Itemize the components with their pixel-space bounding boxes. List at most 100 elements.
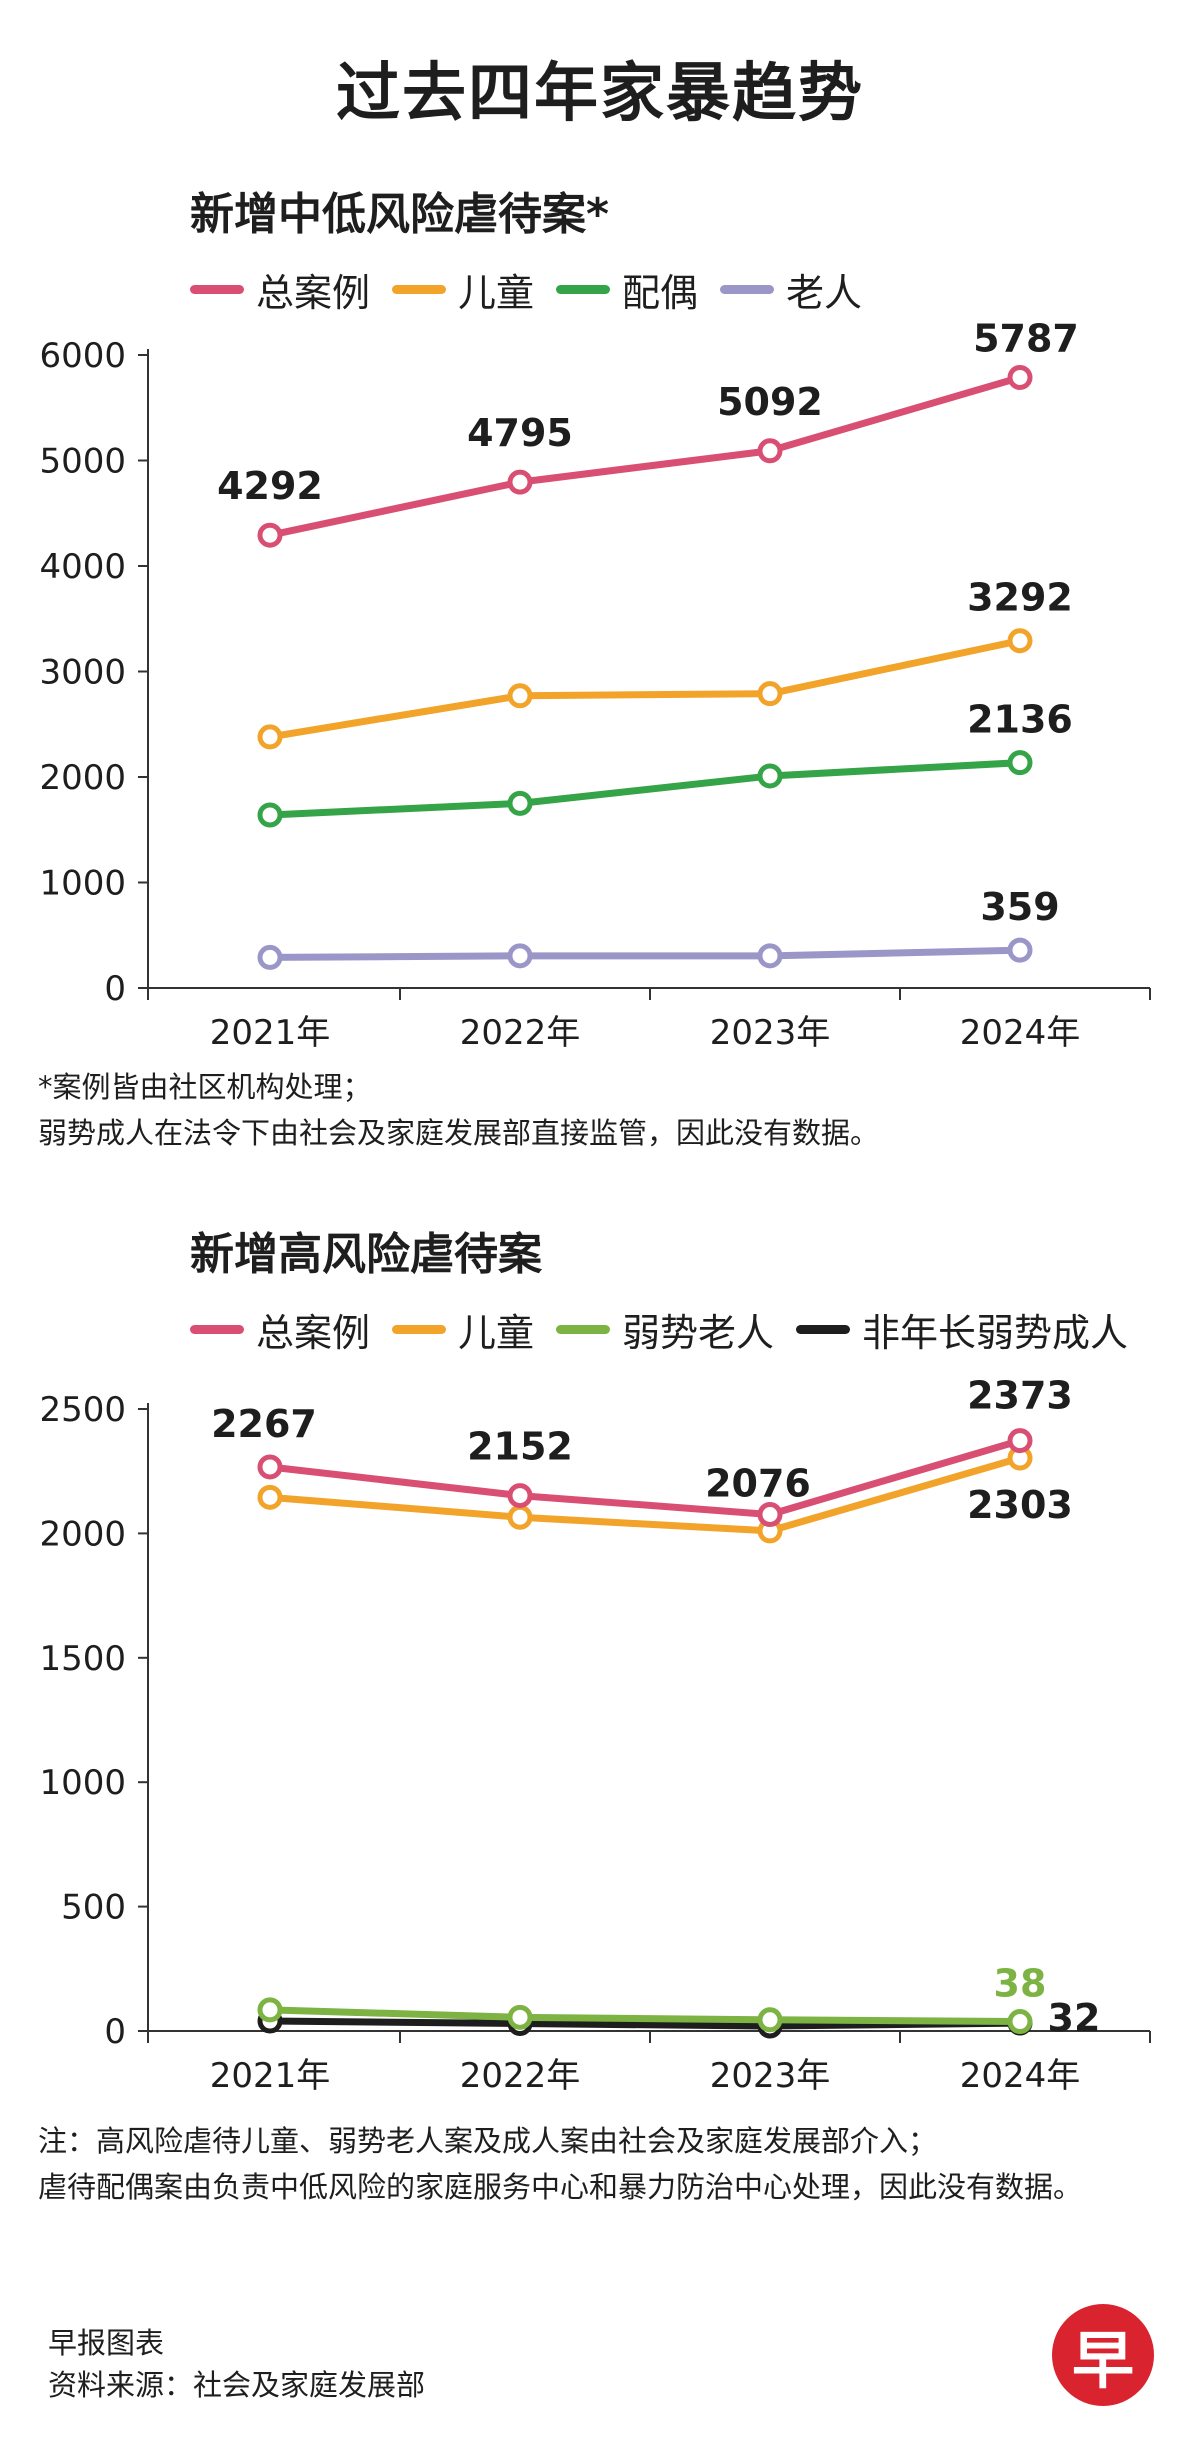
data-point: [507, 683, 533, 709]
data-point: [757, 438, 783, 464]
data-point: [1007, 364, 1033, 390]
data-label: 5092: [717, 380, 823, 424]
series-line-1: [266, 637, 1024, 741]
x-tick-label: 2021年: [210, 2056, 331, 2096]
data-label: 4292: [217, 464, 323, 508]
data-label: 2267: [211, 1402, 317, 1446]
data-point: [257, 1997, 283, 2023]
data-point: [257, 1454, 283, 1480]
y-tick-label: 0: [104, 2012, 126, 2052]
legend-item-children: 儿童: [392, 262, 534, 317]
y-tick-label: 2500: [39, 1390, 126, 1430]
data-point: [257, 724, 283, 750]
chart2-legend: 总案例 儿童 弱势老人 非年长弱势成人: [190, 1302, 1150, 1357]
x-tick-label: 2024年: [960, 2056, 1081, 2096]
x-tick-label: 2022年: [460, 2056, 581, 2096]
x-tick-label: 2023年: [710, 2056, 831, 2096]
legend-item-elderly: 老人: [720, 262, 862, 317]
x-tick-label: 2022年: [460, 1013, 581, 1053]
data-label: 32: [1048, 1996, 1101, 2040]
legend2-item-vulnerable-elderly: 弱势老人: [556, 1302, 774, 1357]
y-tick-label: 4000: [39, 547, 126, 587]
y-tick-label: 1000: [39, 1763, 126, 1803]
chart1-plot: 0 1000 2000 3000 4000 5000 6000 2021年 2022年 2023年…: [39, 316, 1151, 1053]
chart1-legend: 总案例 儿童 配偶 老人: [190, 262, 884, 317]
legend2-label-total: 总案例: [256, 1311, 371, 1355]
data-point: [257, 802, 283, 828]
legend2-swatch-total: [190, 1325, 244, 1334]
legend2-swatch-vulnerable-adults: [796, 1325, 851, 1334]
legend2-item-children: 儿童: [392, 1302, 534, 1357]
chart2-notes: 注：高风险虐待儿童、弱势老人案及成人案由社会及家庭发展部介入； 虐待配偶案由负责…: [38, 2118, 1082, 2210]
data-label: 3292: [967, 576, 1073, 620]
legend-item-total: 总案例: [190, 262, 370, 317]
legend-swatch-children: [392, 285, 447, 294]
y-tick-label: 5000: [39, 442, 126, 482]
y-tick-label: 3000: [39, 653, 126, 693]
y-tick-label: 1000: [39, 864, 126, 904]
data-label: 359: [980, 885, 1059, 929]
legend-label-elderly: 老人: [786, 271, 863, 315]
data-point: [757, 681, 783, 707]
data-point: [257, 522, 283, 548]
data-point: [1007, 750, 1033, 776]
data-point: [257, 1484, 283, 1510]
y-tick-label: 2000: [39, 1514, 126, 1554]
chart1-notes: *案例皆由社区机构处理； 弱势成人在法令下由社会及家庭发展部直接监管，因此没有数…: [38, 1064, 879, 1156]
y-tick-label: 2000: [39, 758, 126, 798]
data-point: [507, 943, 533, 969]
data-point: [507, 790, 533, 816]
chart2-note-1: 注：高风险虐待儿童、弱势老人案及成人案由社会及家庭发展部介入；: [38, 2124, 938, 2158]
data-point: [757, 943, 783, 969]
logo-text: 早: [1071, 2324, 1134, 2397]
legend-item-spouse: 配偶: [556, 262, 698, 317]
data-point: [1007, 628, 1033, 654]
series-line-2: [266, 759, 1024, 819]
legend-label-spouse: 配偶: [622, 271, 699, 315]
series-line-3: [266, 946, 1024, 961]
data-point: [507, 469, 533, 495]
data-label: 2373: [967, 1374, 1073, 1418]
data-point: [507, 1504, 533, 1530]
series-line-0: [266, 1437, 1024, 1518]
legend2-label-vulnerable-adults: 非年长弱势成人: [862, 1311, 1129, 1355]
series-line-2: [266, 2006, 1024, 2026]
y-tick-label: 500: [61, 1888, 126, 1928]
chart1-title: 新增中低风险虐待案*: [190, 189, 610, 240]
legend2-label-children: 儿童: [458, 1311, 535, 1355]
footer-credit: 早报图表: [48, 2326, 165, 2360]
legend-label-total: 总案例: [256, 271, 371, 315]
series-line-0: [266, 373, 1024, 539]
data-point: [757, 763, 783, 789]
footer-source: 资料来源：社会及家庭发展部: [48, 2368, 426, 2402]
data-point: [757, 1501, 783, 1527]
data-point: [257, 944, 283, 970]
legend2-swatch-vulnerable-elderly: [556, 1325, 611, 1334]
legend-label-children: 儿童: [458, 271, 535, 315]
legend-swatch-total: [190, 285, 244, 294]
data-point: [1007, 937, 1033, 963]
legend-swatch-spouse: [556, 285, 611, 294]
data-label: 4795: [467, 411, 573, 455]
y-tick-label: 1500: [39, 1639, 126, 1679]
data-point: [757, 2007, 783, 2033]
chart1-note-1: *案例皆由社区机构处理；: [38, 1070, 372, 1104]
series-line-3: [266, 2017, 1024, 2030]
chart2-title: 新增高风险虐待案: [190, 1229, 542, 1280]
legend2-swatch-children: [392, 1325, 447, 1334]
y-tick-label: 0: [104, 969, 126, 1009]
x-tick-label: 2021年: [210, 1013, 331, 1053]
series-line-1: [266, 1454, 1024, 1535]
data-label: 2303: [967, 1483, 1073, 1527]
data-point: [1007, 2009, 1033, 2035]
chart1-note-2: 弱势成人在法令下由社会及家庭发展部直接监管，因此没有数据。: [38, 1116, 880, 1150]
legend2-item-total: 总案例: [190, 1302, 370, 1357]
main-title: 过去四年家暴趋势: [336, 57, 864, 131]
data-label: 38: [994, 1962, 1047, 2006]
data-point: [507, 1483, 533, 1509]
legend2-item-vulnerable-adults: 非年长弱势成人: [796, 1302, 1128, 1357]
data-point: [1007, 1428, 1033, 1454]
x-tick-label: 2023年: [710, 1013, 831, 1053]
data-label: 2136: [967, 698, 1073, 742]
data-point: [507, 2004, 533, 2030]
